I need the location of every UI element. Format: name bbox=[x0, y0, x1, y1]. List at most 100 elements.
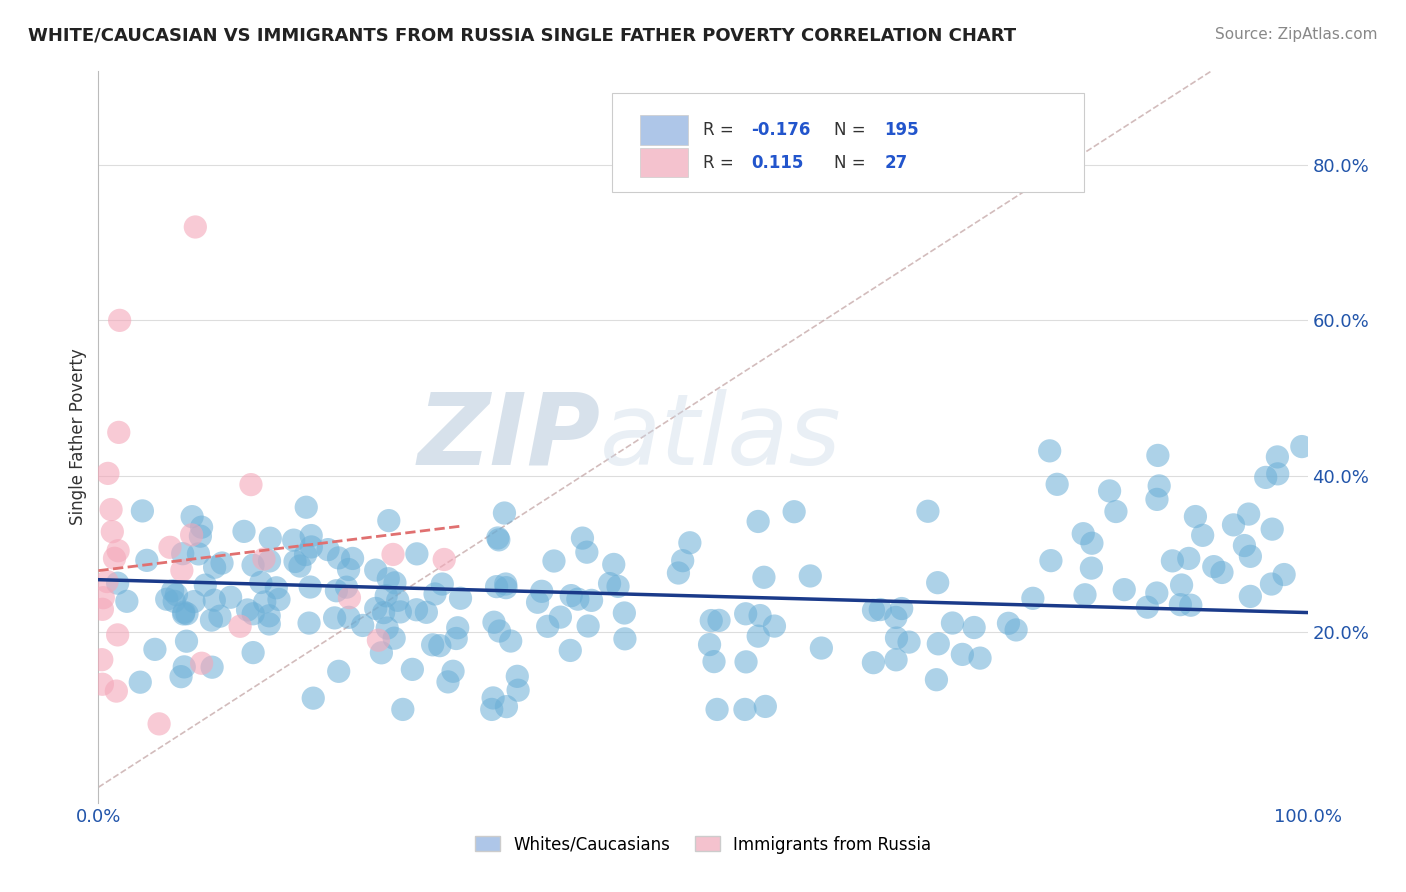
Point bbox=[1039, 443, 1062, 458]
Point bbox=[162, 583, 184, 598]
Point bbox=[389, 605, 412, 619]
Point bbox=[107, 425, 129, 440]
Point bbox=[129, 675, 152, 690]
Text: 27: 27 bbox=[884, 153, 908, 172]
Point bbox=[325, 583, 347, 598]
Point bbox=[997, 616, 1019, 631]
Point bbox=[969, 651, 991, 665]
Point bbox=[543, 554, 565, 568]
Point bbox=[576, 619, 599, 633]
Text: N =: N = bbox=[834, 121, 870, 139]
Point bbox=[1180, 598, 1202, 612]
Point bbox=[377, 572, 399, 586]
Text: atlas: atlas bbox=[600, 389, 842, 485]
Point bbox=[672, 554, 695, 568]
Point bbox=[494, 506, 516, 520]
Point bbox=[295, 500, 318, 515]
Point bbox=[495, 581, 517, 595]
FancyBboxPatch shape bbox=[613, 94, 1084, 192]
Point bbox=[441, 665, 464, 679]
Point bbox=[1039, 554, 1062, 568]
Point bbox=[267, 592, 290, 607]
Point bbox=[335, 580, 357, 594]
Point bbox=[242, 558, 264, 573]
Point bbox=[810, 641, 832, 656]
Point bbox=[423, 587, 446, 601]
Point bbox=[165, 588, 187, 602]
Point bbox=[375, 621, 398, 635]
Point bbox=[387, 593, 409, 607]
Point bbox=[181, 509, 204, 524]
Point bbox=[135, 553, 157, 567]
Point bbox=[204, 560, 226, 574]
Point bbox=[1191, 528, 1213, 542]
Point bbox=[1170, 578, 1192, 592]
Point bbox=[950, 648, 973, 662]
Point bbox=[1022, 591, 1045, 606]
FancyBboxPatch shape bbox=[640, 148, 689, 178]
Point bbox=[342, 551, 364, 566]
Point bbox=[506, 683, 529, 698]
Point bbox=[172, 547, 194, 561]
Point bbox=[1239, 549, 1261, 564]
Point bbox=[447, 621, 470, 635]
Point bbox=[236, 603, 259, 617]
Point bbox=[401, 662, 423, 676]
Point bbox=[337, 562, 360, 576]
Point bbox=[384, 575, 406, 590]
Point bbox=[1260, 577, 1282, 591]
Point bbox=[173, 660, 195, 674]
Text: R =: R = bbox=[703, 153, 740, 172]
Point bbox=[917, 504, 939, 518]
Point bbox=[352, 618, 374, 632]
Point bbox=[1239, 590, 1261, 604]
Point bbox=[749, 608, 772, 623]
Point bbox=[299, 528, 322, 542]
Point bbox=[294, 548, 316, 562]
Point bbox=[679, 535, 702, 549]
Point bbox=[603, 558, 626, 572]
Point bbox=[783, 505, 806, 519]
Point bbox=[1147, 479, 1170, 493]
Point bbox=[405, 603, 427, 617]
Point bbox=[1211, 566, 1233, 580]
Point bbox=[482, 615, 505, 630]
Point bbox=[239, 477, 262, 491]
Point bbox=[1146, 492, 1168, 507]
Point bbox=[700, 614, 723, 628]
Point bbox=[550, 610, 572, 624]
Point bbox=[506, 669, 529, 683]
Point bbox=[433, 552, 456, 566]
Point bbox=[495, 699, 517, 714]
Point bbox=[488, 533, 510, 547]
Point bbox=[91, 591, 114, 605]
Point bbox=[734, 702, 756, 716]
Point bbox=[747, 629, 769, 643]
Point bbox=[1222, 517, 1244, 532]
Point bbox=[862, 603, 884, 617]
Point bbox=[699, 638, 721, 652]
Point bbox=[963, 620, 986, 634]
Text: ZIP: ZIP bbox=[418, 389, 600, 485]
Point bbox=[1080, 561, 1102, 575]
Y-axis label: Single Father Poverty: Single Father Poverty bbox=[69, 349, 87, 525]
Point bbox=[499, 634, 522, 648]
Point bbox=[799, 569, 821, 583]
Point bbox=[1184, 509, 1206, 524]
Point bbox=[485, 580, 508, 594]
Point bbox=[101, 524, 124, 539]
Point bbox=[1147, 449, 1170, 463]
Point bbox=[862, 656, 884, 670]
Point bbox=[242, 607, 264, 621]
Point bbox=[370, 646, 392, 660]
Point bbox=[668, 566, 690, 580]
Point bbox=[90, 653, 112, 667]
Point bbox=[1074, 588, 1097, 602]
Point bbox=[337, 610, 360, 624]
Point bbox=[173, 605, 195, 619]
Point bbox=[190, 529, 212, 543]
Point bbox=[378, 514, 401, 528]
Point bbox=[481, 702, 503, 716]
Point bbox=[176, 607, 198, 621]
Legend: Whites/Caucasians, Immigrants from Russia: Whites/Caucasians, Immigrants from Russi… bbox=[468, 829, 938, 860]
